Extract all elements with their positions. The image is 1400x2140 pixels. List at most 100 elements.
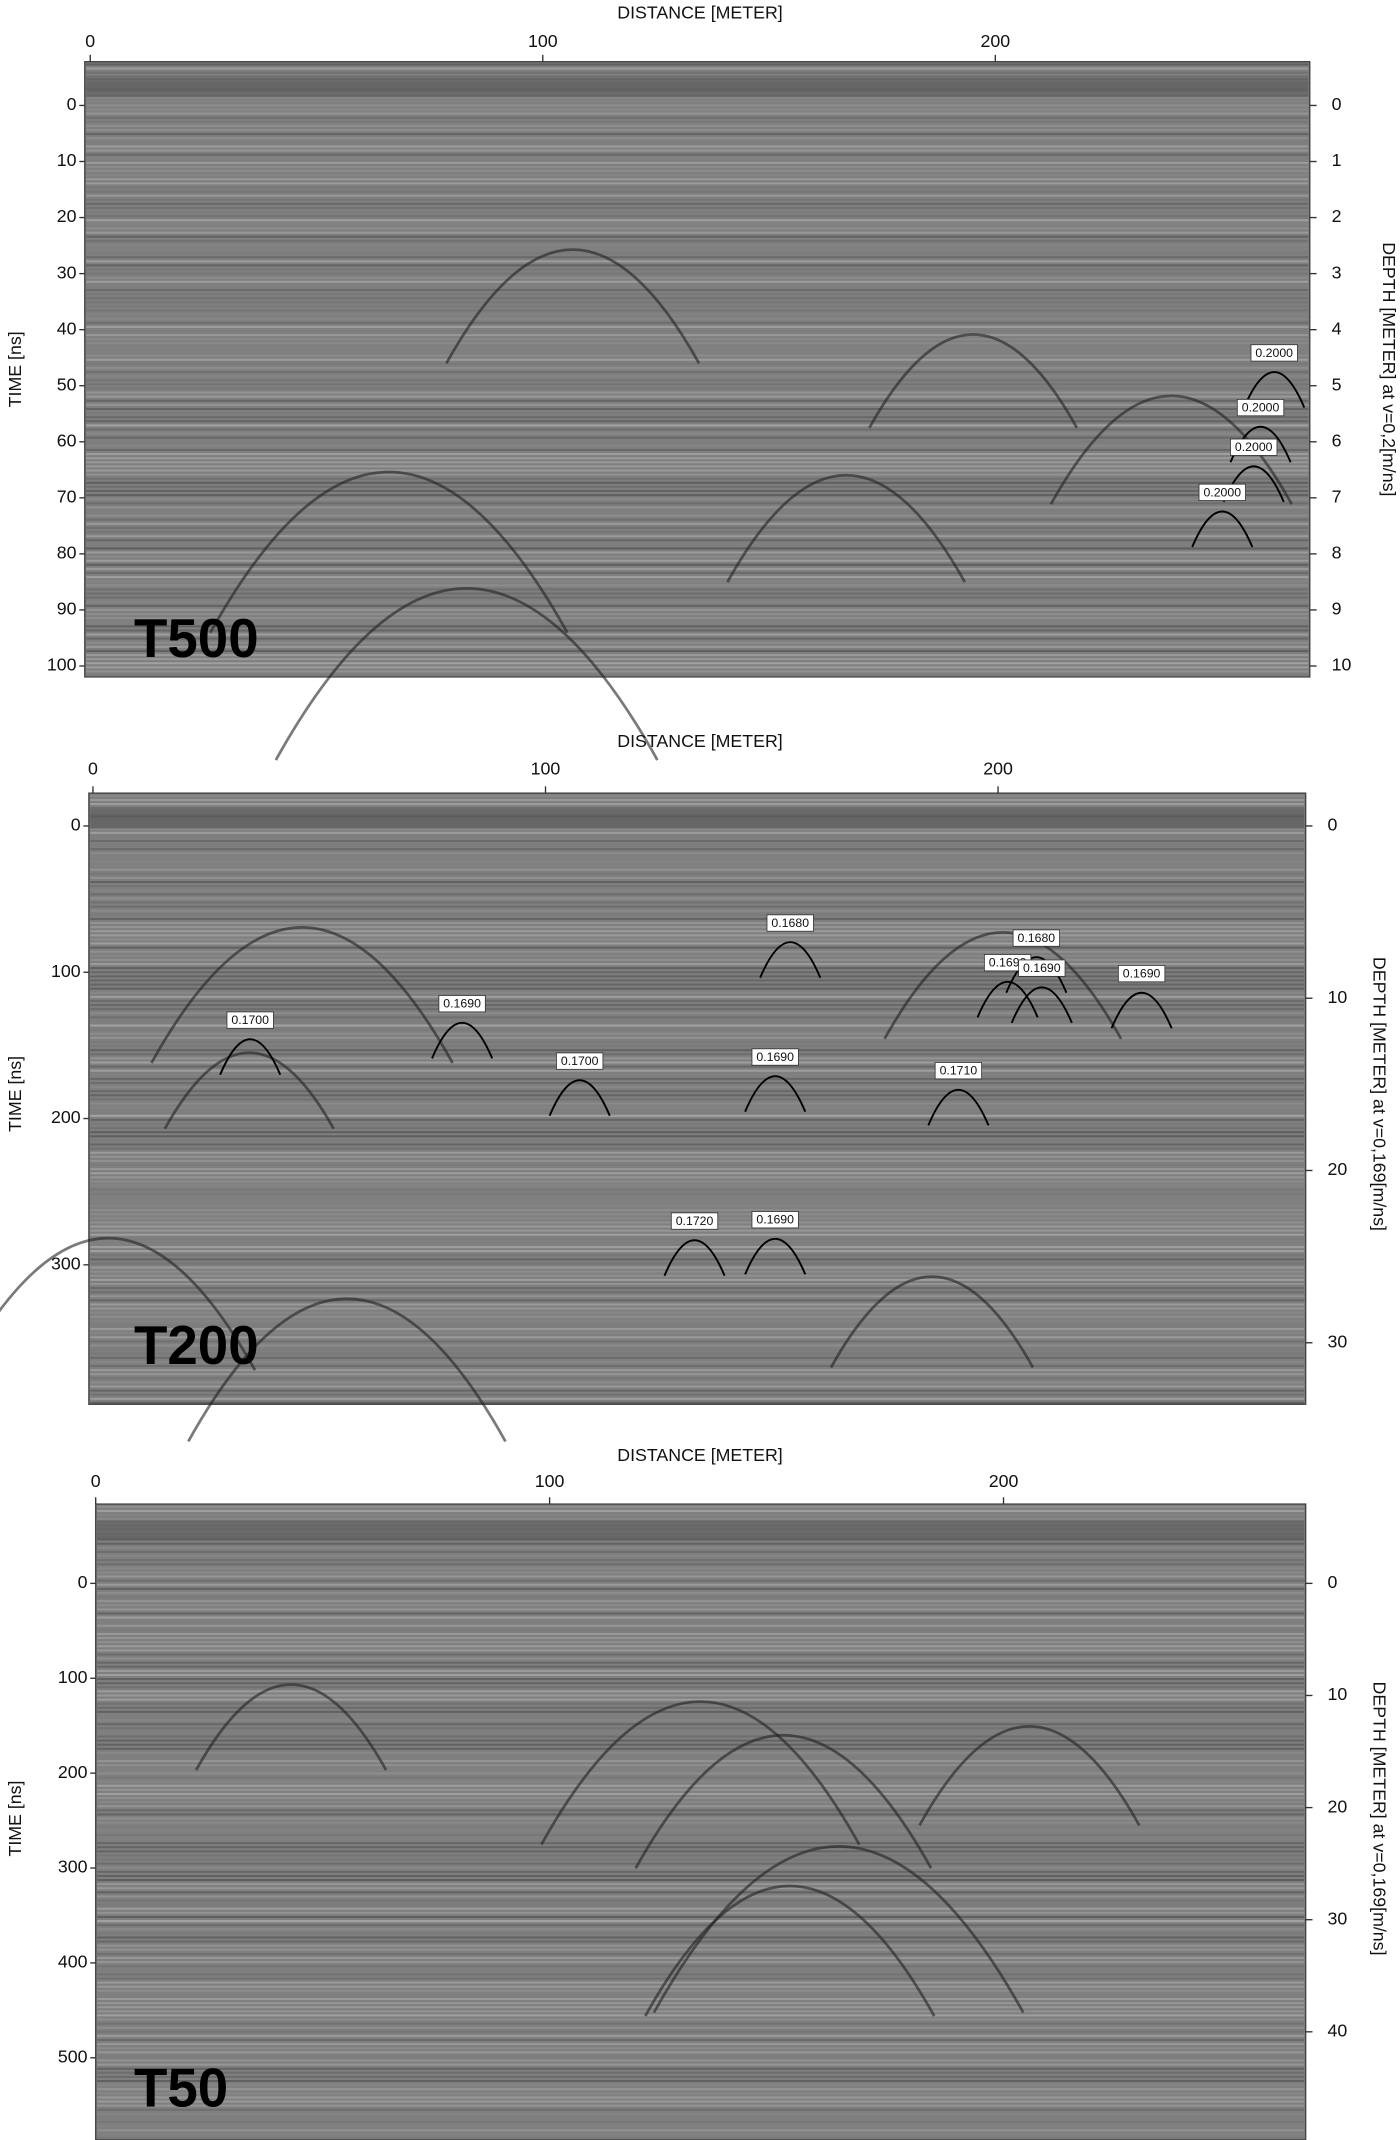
reflection [883, 931, 1123, 1040]
annotation: 0.2000 [1242, 401, 1280, 415]
y2-tick-label: 20 [1328, 1159, 1348, 1179]
x-tick-label: 0 [88, 759, 98, 779]
hyperbola-fit [759, 941, 822, 979]
annotation-box [766, 914, 814, 932]
annotation: 0.1680 [771, 916, 809, 930]
y2-tick-label: 0 [1328, 815, 1338, 835]
annotation: 0.1690 [1023, 961, 1061, 975]
y-tick-label: 400 [58, 1952, 88, 1972]
annotation-box [438, 995, 486, 1013]
y2-tick-label: 10 [1328, 1684, 1348, 1704]
y-tick-label: 90 [57, 599, 77, 619]
x-tick-label: 0 [91, 1471, 101, 1491]
y2-tick-label: 7 [1332, 487, 1342, 507]
x-tick-label: 0 [85, 31, 95, 51]
annotation: 0.1680 [1018, 931, 1056, 945]
hyperbola-fit [431, 1021, 494, 1059]
y2-tick-label: 0 [1328, 1572, 1338, 1592]
surface-band [97, 1520, 1305, 1540]
annotation-box [1018, 959, 1066, 977]
x-tick-label: 100 [535, 1471, 565, 1491]
reflection [634, 1734, 933, 1869]
x-tick-label: 100 [528, 31, 558, 51]
panel-label: T50 [134, 2056, 228, 2118]
y-tick-label: 70 [57, 487, 77, 507]
y2-tick-label: 1 [1332, 150, 1342, 170]
y-tick-label: 50 [57, 374, 77, 394]
y2-tick-label: 40 [1328, 2021, 1348, 2041]
annotation-box [226, 1011, 274, 1029]
y-tick-label: 200 [58, 1762, 88, 1782]
y-tick-label: 0 [71, 815, 81, 835]
annotation-box [556, 1052, 604, 1070]
reflection [445, 248, 701, 364]
panel-label: T200 [134, 1314, 259, 1376]
x-tick-label: 100 [531, 759, 561, 779]
y-tick-label: 40 [57, 318, 77, 338]
annotation-box [934, 1062, 983, 1080]
annotation-box [751, 1048, 799, 1066]
annotation-box [1250, 344, 1298, 362]
reflection [163, 1051, 335, 1130]
x-axis-title: DISTANCE [METER] [617, 731, 783, 751]
hyperbola-fit [1005, 956, 1068, 994]
hyperbola-fit [1110, 991, 1173, 1029]
annotation: 0.1690 [1123, 967, 1161, 981]
y-tick-label: 100 [51, 961, 81, 981]
hyperbola-fit [744, 1237, 807, 1275]
y-tick-label: 300 [58, 1857, 88, 1877]
y-axis-title: TIME [ns] [5, 1781, 25, 1857]
y2-axis-title: DEPTH [METER] at v=0,169[m/ns] [1369, 1682, 1389, 1956]
hyperbola-fit [1243, 371, 1306, 408]
y2-tick-label: 0 [1332, 94, 1342, 114]
hyperbola-fit [663, 1239, 726, 1277]
y2-tick-label: 3 [1332, 262, 1342, 282]
annotation-box [670, 1212, 719, 1230]
x-axis-title: DISTANCE [METER] [617, 1445, 783, 1465]
hyperbola-fit [1191, 510, 1254, 548]
y-tick-label: 500 [58, 2046, 88, 2066]
annotation: 0.1690 [989, 956, 1027, 970]
y2-tick-label: 6 [1332, 430, 1342, 450]
y-axis-title: TIME [ns] [5, 331, 25, 407]
annotation: 0.2000 [1203, 485, 1241, 499]
radargram-texture [97, 1505, 1305, 2140]
reflection [829, 1275, 1035, 1369]
panel-label: T500 [134, 607, 259, 669]
annotation-box [1198, 483, 1246, 501]
hyperbola-fit [1010, 986, 1073, 1024]
annotation: 0.1710 [940, 1064, 978, 1078]
hyperbola-fit [927, 1088, 990, 1126]
y2-axis-title: DEPTH [METER] at v=0,2[m/ns] [1379, 242, 1399, 496]
radargram-texture [90, 794, 1305, 1404]
y-tick-label: 0 [78, 1572, 88, 1592]
reflection [868, 333, 1079, 429]
annotation-box [1117, 964, 1166, 983]
annotation-box [1230, 438, 1278, 456]
reflection [0, 1237, 257, 1371]
x-tick-label: 200 [989, 1471, 1019, 1491]
annotation: 0.1690 [756, 1050, 794, 1064]
y-tick-label: 100 [58, 1667, 88, 1687]
y-tick-label: 60 [57, 430, 77, 450]
y2-axis-title: DEPTH [METER] at v=0,169[m/ns] [1369, 957, 1389, 1231]
y-tick-label: 20 [57, 206, 77, 226]
x-tick-label: 200 [980, 31, 1010, 51]
hyperbola-fit [219, 1038, 282, 1076]
reflection [150, 926, 454, 1064]
annotation: 0.1720 [676, 1214, 714, 1228]
reflection [652, 1844, 1025, 2014]
surface-band [86, 78, 1309, 98]
reflection [187, 1297, 507, 1443]
y-tick-label: 300 [51, 1254, 81, 1274]
annotation-box [1236, 398, 1285, 417]
reflection [918, 1725, 1141, 1826]
y2-tick-label: 2 [1332, 206, 1342, 226]
surface-band [90, 809, 1305, 829]
y2-tick-label: 10 [1332, 655, 1352, 675]
y2-tick-label: 10 [1328, 987, 1348, 1007]
y-tick-label: 200 [51, 1107, 81, 1127]
y2-tick-label: 4 [1332, 318, 1342, 338]
annotation-box [1012, 929, 1060, 947]
